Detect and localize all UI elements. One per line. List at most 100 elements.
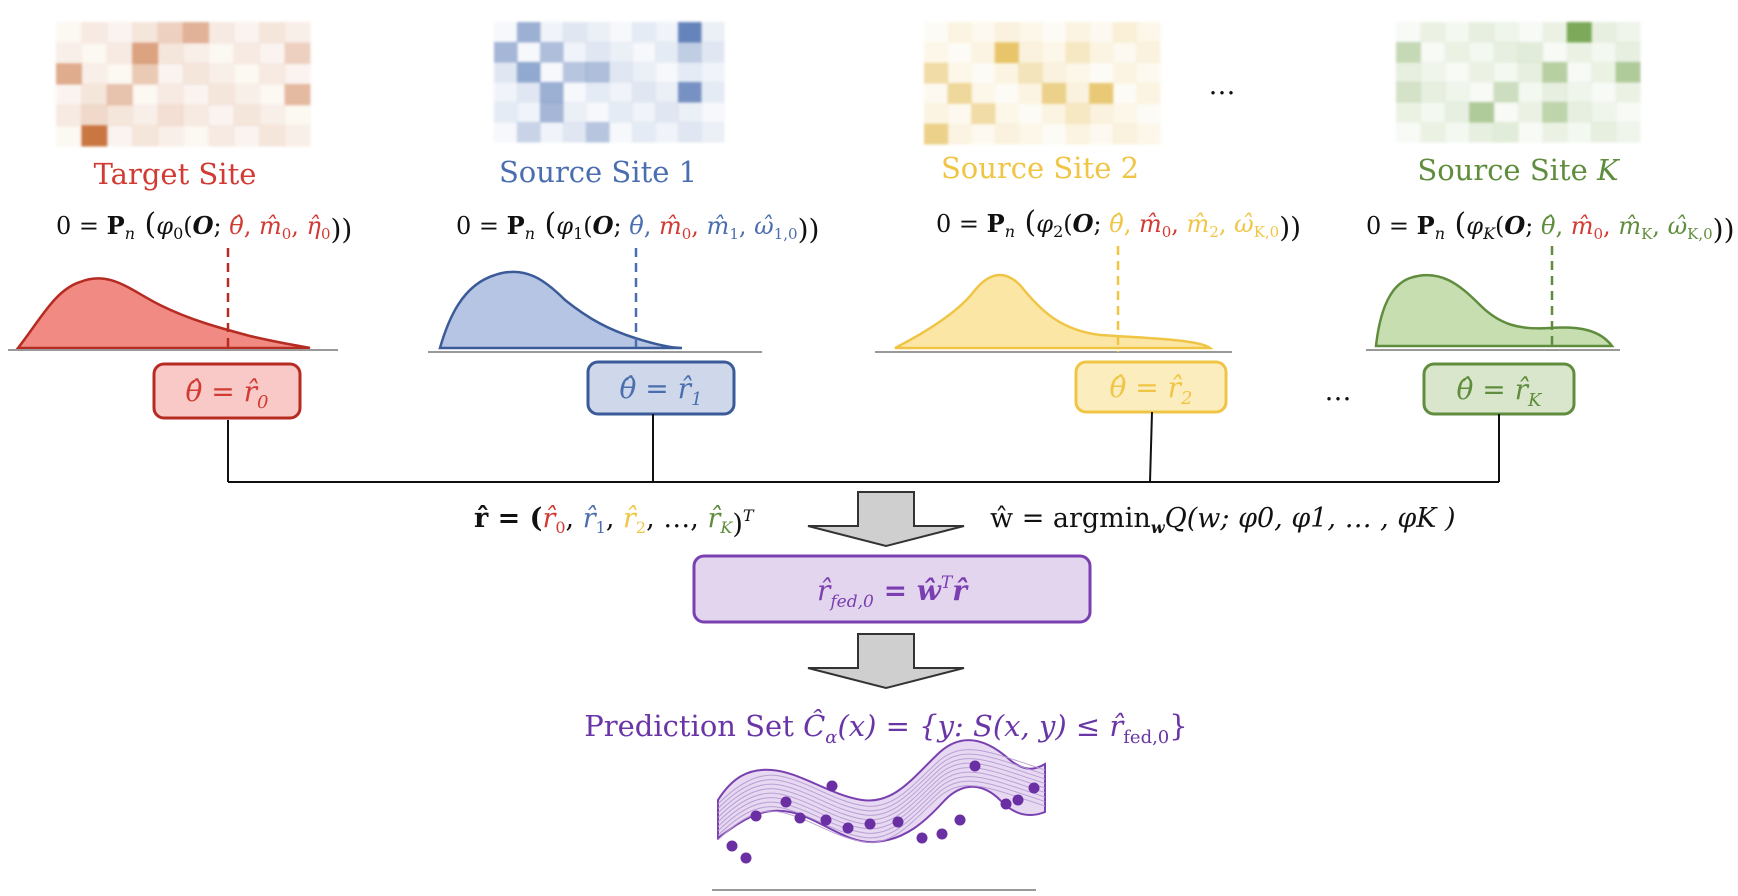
estimate-box-source-1: θ̂ = r̂1 <box>586 360 736 416</box>
heatmap-cell <box>208 125 235 147</box>
sites-ellipsis-top: … <box>1209 70 1236 101</box>
heatmap-cell <box>1042 42 1067 64</box>
heatmap-cell <box>1396 82 1421 103</box>
heatmap-cell <box>971 42 996 64</box>
heatmap-cell <box>1042 123 1067 145</box>
aggregation-connectors <box>227 411 1500 483</box>
heatmap-cell <box>586 62 610 83</box>
heatmap-cell <box>1396 122 1421 143</box>
heatmap-cell <box>701 102 725 123</box>
heatmap-cell <box>1469 62 1495 83</box>
band-data-point <box>892 816 904 828</box>
svg-text:θ̂ = r̂0: θ̂ = r̂0 <box>186 375 269 413</box>
heatmap-cell <box>971 123 996 145</box>
heatmap-cell <box>183 42 209 64</box>
heatmap-cell <box>971 103 996 125</box>
heatmap-cell <box>183 22 209 44</box>
heatmap-cell <box>1566 22 1592 43</box>
heatmap-cell <box>208 84 235 106</box>
heatmap-cell <box>1566 102 1592 123</box>
heatmap-cell <box>1018 42 1043 64</box>
prediction-band-illustration <box>712 739 1046 891</box>
heatmap-cell <box>233 125 260 147</box>
heatmap-cell <box>1018 62 1043 84</box>
heatmap-cell <box>971 22 996 43</box>
heatmap-cell <box>1420 22 1446 43</box>
heatmap-cell <box>632 102 656 123</box>
band-contour-line <box>717 758 1046 816</box>
heatmap-cell <box>947 22 972 43</box>
heatmap-cell <box>157 84 184 106</box>
svg-text:θ̂ = r̂2: θ̂ = r̂2 <box>1110 371 1193 409</box>
estimate-box-source-2: θ̂ = r̂2 <box>1074 360 1228 414</box>
heatmap-cell <box>632 22 656 43</box>
band-data-point <box>916 832 928 844</box>
heatmap-cell <box>81 104 108 126</box>
heatmap-cell <box>701 62 725 83</box>
source-site-2-heatmap <box>924 22 1161 145</box>
band-data-point <box>794 812 806 824</box>
heatmap-cell <box>56 125 82 147</box>
heatmap-cell <box>1469 22 1495 43</box>
band-data-point <box>864 818 876 830</box>
heatmap-cell <box>1493 62 1519 83</box>
band-data-point <box>1028 782 1040 794</box>
heatmap-cell <box>517 102 541 123</box>
heatmap-cell <box>1444 42 1470 63</box>
heatmap-cell <box>947 83 972 104</box>
heatmap-cell <box>1089 42 1114 64</box>
heatmap-cell <box>284 84 311 106</box>
heatmap-cell <box>609 82 633 103</box>
heatmap-cell <box>157 63 184 85</box>
heatmap-cell <box>259 22 286 44</box>
heatmap-cell <box>563 122 587 143</box>
heatmap-cell <box>947 62 972 84</box>
heatmap-cell <box>517 42 541 63</box>
heatmap-cell <box>494 22 518 43</box>
band-contour-line <box>717 785 1046 843</box>
heatmap-cell <box>1420 102 1446 123</box>
heatmap-cell <box>586 102 610 123</box>
heatmap-cell <box>1396 62 1421 83</box>
heatmap-cell <box>1065 62 1090 84</box>
heatmap-cell <box>81 63 108 85</box>
band-data-point <box>780 796 792 808</box>
heatmap-cell <box>132 42 159 64</box>
heatmap-cell <box>157 104 184 126</box>
heatmap-cell <box>1089 103 1114 125</box>
heatmap-cell <box>284 42 311 64</box>
band-contour-line <box>717 762 1046 821</box>
heatmap-cell <box>1089 22 1114 43</box>
heatmap-cell <box>494 102 518 123</box>
band-data-point <box>750 810 762 822</box>
heatmap-cell <box>284 104 311 126</box>
site-title-source-k: Source Site K <box>1417 153 1621 187</box>
heatmap-cell <box>56 42 82 64</box>
heatmap-cell <box>284 125 311 147</box>
heatmap-cell <box>947 42 972 64</box>
heatmap-cell <box>233 63 260 85</box>
heatmap-cell <box>208 63 235 85</box>
heatmap-cell <box>1136 103 1161 125</box>
heatmap-cell <box>1112 22 1137 43</box>
estimating-equation-source-1: 0 = Pn (φ1(O; θ̂, m̂0, m̂1, ω̂1,0)) <box>456 207 819 246</box>
heatmap-cell <box>701 122 725 143</box>
heatmap-cell <box>1566 42 1592 63</box>
estimate-boxes-ellipsis: … <box>1325 376 1352 407</box>
heatmap-cell <box>1420 82 1446 103</box>
heatmap-cell <box>540 82 564 103</box>
heatmap-cell <box>81 84 108 106</box>
heatmap-cell <box>609 42 633 63</box>
heatmap-cell <box>540 122 564 143</box>
w-hat-weight-equation: ŵ = argminwQ(w; φ0, φ1, … , φK ) <box>990 503 1456 537</box>
heatmap-cell <box>586 122 610 143</box>
heatmap-cell <box>1469 102 1495 123</box>
heatmap-cell <box>586 22 610 43</box>
heatmap-cell <box>1136 83 1161 104</box>
site-title-source-2: Source Site 2 <box>941 151 1139 185</box>
heatmap-cell <box>1065 42 1090 64</box>
heatmap-cell <box>971 83 996 104</box>
band-data-point <box>1012 794 1024 806</box>
heatmap-cell <box>517 122 541 143</box>
